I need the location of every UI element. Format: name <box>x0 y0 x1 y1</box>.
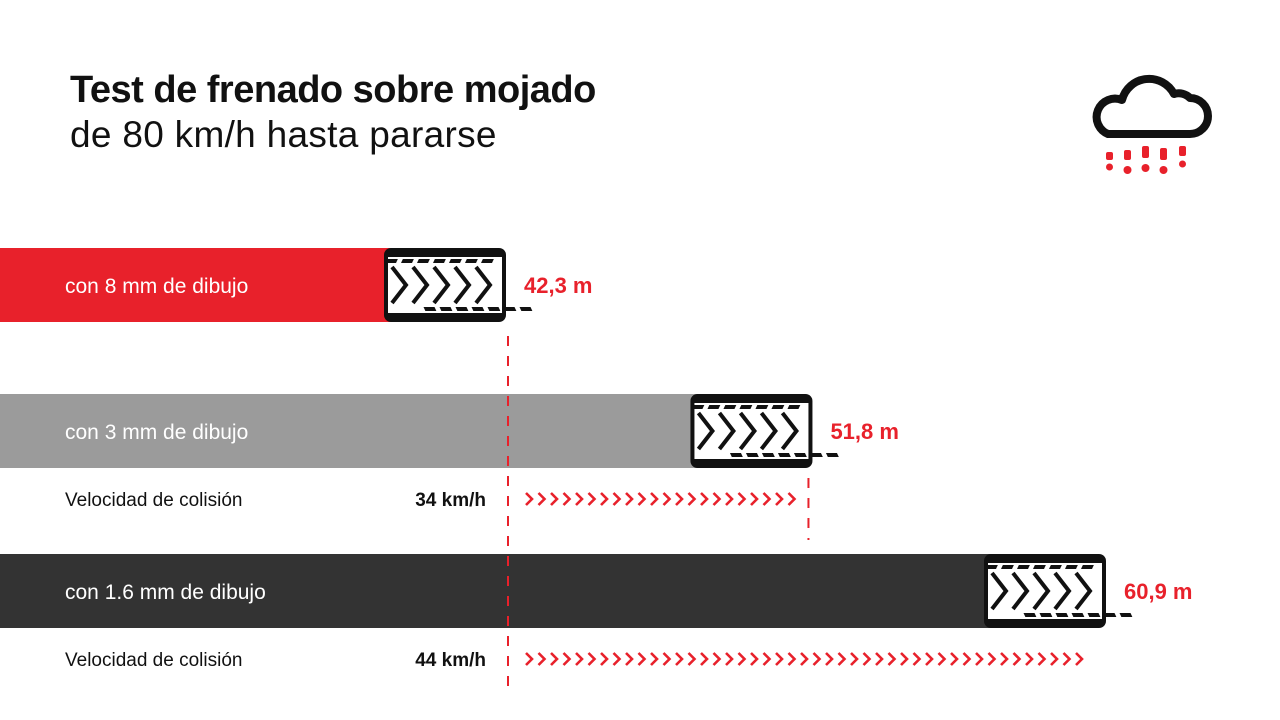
chart-title: Test de frenado sobre mojado <box>70 69 596 111</box>
tire-icon <box>690 394 839 468</box>
collision-arrow-1 <box>525 492 797 506</box>
bar-2 <box>0 554 994 628</box>
bar-label-1: con 3 mm de dibujo <box>65 421 248 444</box>
value-label-1: 51,8 m <box>830 419 899 444</box>
chart-subtitle: de 80 km/h hasta pararse <box>70 114 497 155</box>
bar-0 <box>0 248 394 322</box>
collision-value-1: 34 km/h <box>415 490 486 511</box>
collision-label-1: Velocidad de colisión <box>65 490 242 511</box>
bar-label-2: con 1.6 mm de dibujo <box>65 581 266 604</box>
tire-icon <box>384 248 533 322</box>
value-label-2: 60,9 m <box>1124 579 1193 604</box>
collision-value-2: 44 km/h <box>415 650 486 671</box>
collision-arrow-2 <box>525 652 1084 666</box>
tire-icon <box>984 554 1133 628</box>
rain-cloud-icon <box>1092 74 1212 174</box>
bar-label-0: con 8 mm de dibujo <box>65 275 248 298</box>
bar-1 <box>0 394 701 468</box>
collision-label-2: Velocidad de colisión <box>65 650 242 671</box>
value-label-0: 42,3 m <box>524 273 593 298</box>
title-block: Test de frenado sobre mojado de 80 km/h … <box>70 68 596 158</box>
